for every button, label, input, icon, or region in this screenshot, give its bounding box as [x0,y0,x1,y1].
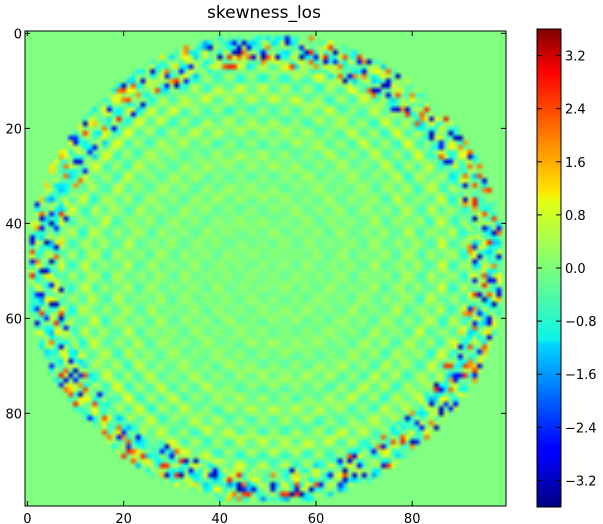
colorbar-tick-label: 2.4 [565,103,586,118]
y-tick-label: 80 [5,407,22,422]
colorbar-tick-label: −3.2 [565,474,597,489]
x-axis: 0 20 40 60 80 [23,31,420,524]
y-tick-label: 40 [5,217,22,232]
y-tick-label: 60 [5,312,22,327]
heatmap-plot: 0 20 40 60 80 0 20 40 60 80 [5,27,507,524]
colorbar-ticks: 3.2 2.4 1.6 0.8 0.0 −0.8 −1.6 −2.4 −3.2 [537,50,597,489]
colorbar-tick-label: −2.4 [565,421,597,436]
x-tick-label: 80 [404,512,421,524]
y-axis: 0 20 40 60 80 [5,27,506,422]
x-tick-label: 40 [212,512,229,524]
heatmap-image [25,31,506,506]
colorbar: 3.2 2.4 1.6 0.8 0.0 −0.8 −1.6 −2.4 −3.2 [536,28,597,508]
x-tick-label: 0 [23,512,31,524]
x-tick-label: 20 [115,512,132,524]
colorbar-tick-label: −1.6 [565,368,597,383]
plot-frame [24,30,507,507]
x-tick-label: 60 [308,512,325,524]
chart-title: skewness_los [207,3,321,23]
colorbar-tick-label: 0.8 [565,209,586,224]
y-tick-label: 0 [14,27,22,42]
y-tick-label: 20 [5,122,22,137]
colorbar-tick-label: 0.0 [565,262,586,277]
colorbar-tick-label: 1.6 [565,156,586,171]
colorbar-tick-label: −0.8 [565,315,597,330]
colorbar-tick-label: 3.2 [565,50,586,65]
